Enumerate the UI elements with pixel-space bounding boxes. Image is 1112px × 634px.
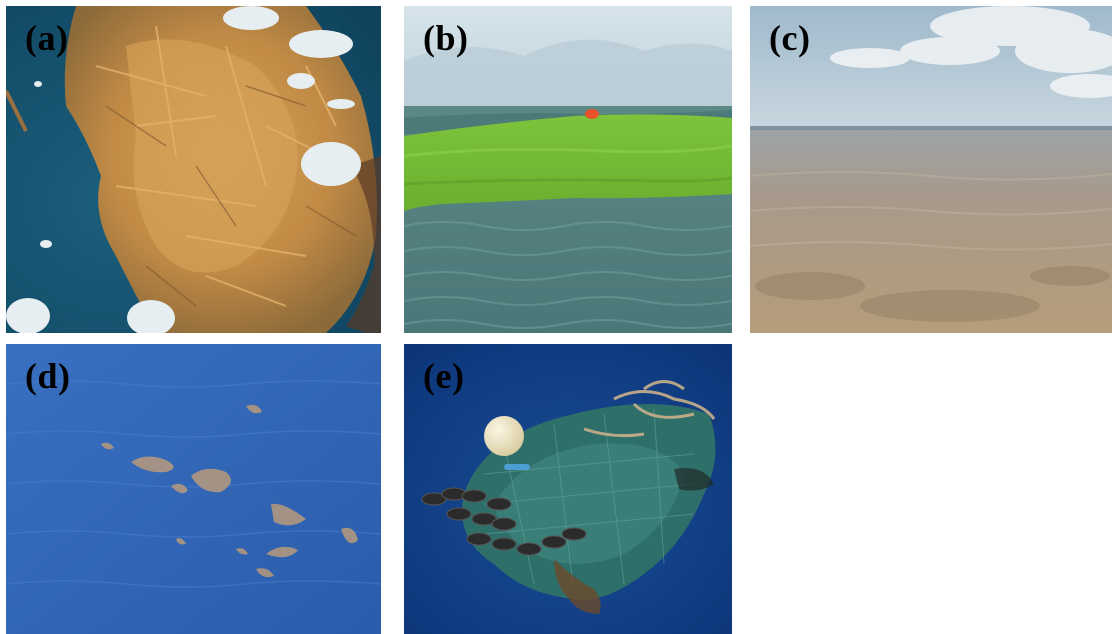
panel-d-sea-slick-photo: (d) bbox=[6, 344, 381, 634]
panel-a-sargassum-photo: (a) bbox=[6, 6, 381, 333]
panel-e-ghost-net-photo: (e) bbox=[404, 344, 732, 634]
panel-e-label: (e) bbox=[423, 356, 465, 396]
panel-c-turbid-water-photo: (c) bbox=[750, 6, 1112, 333]
panel-d-label: (d) bbox=[25, 356, 71, 396]
ghost-net-image bbox=[404, 344, 732, 634]
panel-a-label: (a) bbox=[25, 18, 69, 58]
panel-c-label: (c) bbox=[769, 18, 811, 58]
panel-b-algae-bloom-photo: (b) bbox=[404, 6, 732, 333]
panel-b-label: (b) bbox=[423, 18, 469, 58]
sea-slick-image bbox=[6, 344, 381, 634]
algae-bloom-image bbox=[404, 6, 732, 333]
turbid-water-image bbox=[750, 6, 1112, 333]
sargassum-image bbox=[6, 6, 381, 333]
